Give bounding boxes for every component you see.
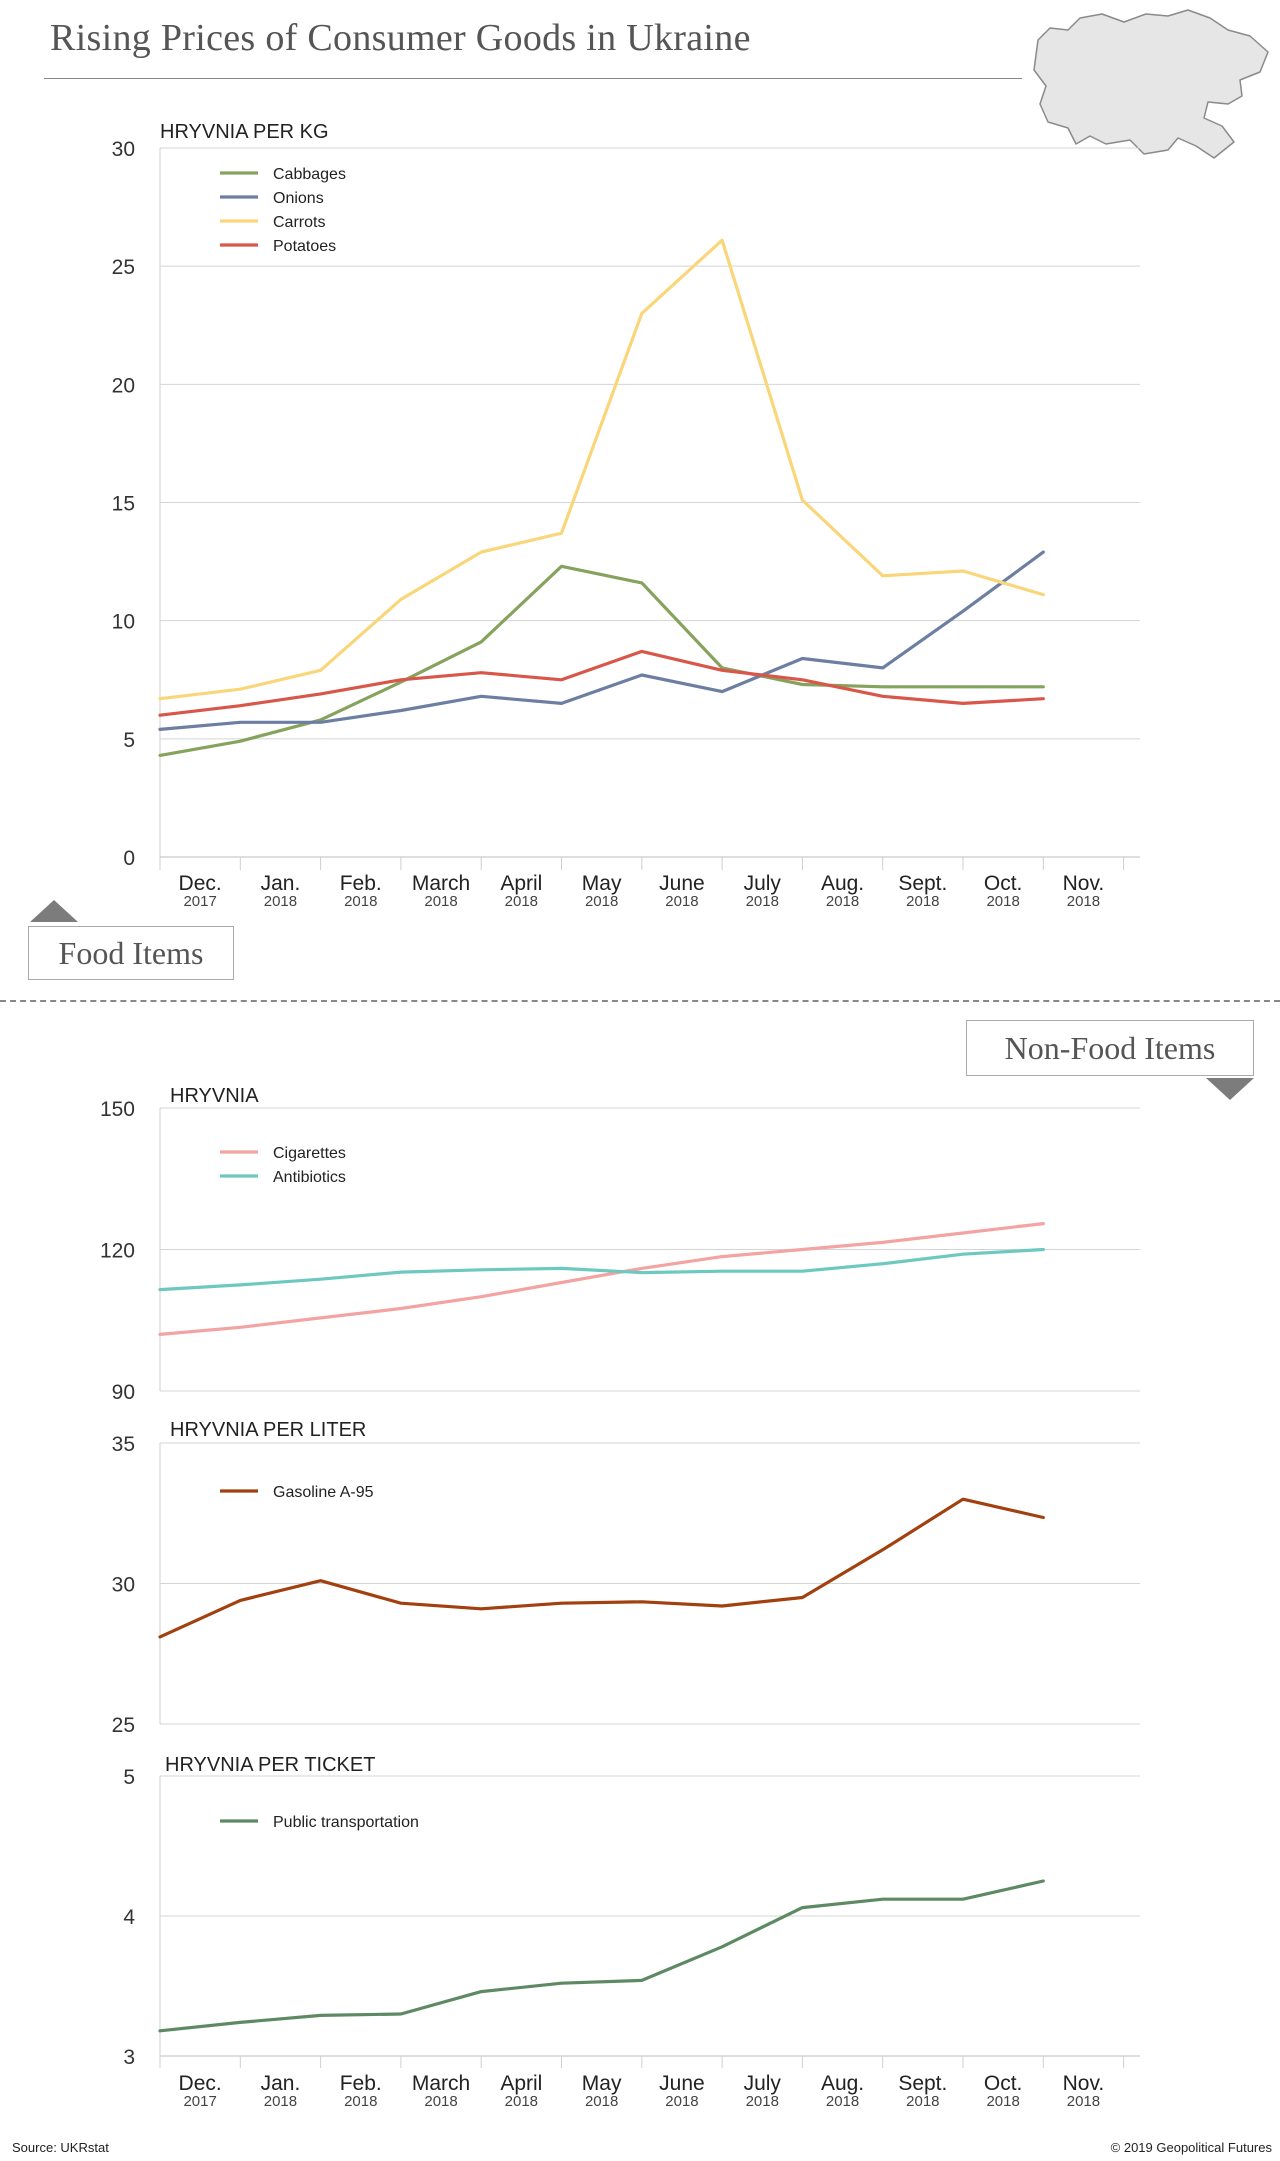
x-year-label: 2018 xyxy=(986,2093,1019,2110)
x-year-label: 2018 xyxy=(585,2093,618,2110)
y-tick-label: 25 xyxy=(112,1714,135,1737)
x-category-label: July xyxy=(744,2072,782,2095)
series-line-cigarettes xyxy=(158,1221,1045,1337)
non-food-items-label: Non-Food Items xyxy=(966,1020,1254,1076)
chart-unit-label: HRYVNIA PER TICKET xyxy=(165,1754,375,1776)
legend-label: Cabbages xyxy=(273,166,346,183)
y-tick-label: 90 xyxy=(112,1381,135,1404)
x-year-label: 2018 xyxy=(665,893,698,910)
x-year-label: 2018 xyxy=(424,2093,457,2110)
y-tick-label: 25 xyxy=(112,256,135,279)
down-arrow-icon xyxy=(1206,1078,1254,1100)
series-line-onions xyxy=(158,550,1045,732)
series-line-cabbages xyxy=(158,564,1045,758)
x-year-label: 2018 xyxy=(826,893,859,910)
x-category-label: Dec. xyxy=(179,2072,222,2095)
source-note: Source: UKRstat xyxy=(12,2140,109,2155)
y-tick-label: 10 xyxy=(112,611,135,634)
ukraine-map-icon xyxy=(1033,9,1269,159)
x-year-label: 2017 xyxy=(183,893,216,910)
x-category-label: Nov. xyxy=(1063,872,1105,895)
x-category-label: April xyxy=(500,2072,542,2095)
y-tick-label: 150 xyxy=(100,1098,135,1121)
legend-label: Cigarettes xyxy=(273,1145,346,1162)
x-category-label: Jan. xyxy=(261,872,301,895)
y-tick-label: 30 xyxy=(112,138,135,161)
y-tick-label: 4 xyxy=(123,1906,135,1929)
series-line-potatoes xyxy=(158,649,1045,717)
legend-label: Carrots xyxy=(273,214,325,231)
x-category-label: Jan. xyxy=(261,2072,301,2095)
chart-unit-label: HRYVNIA PER KG xyxy=(160,121,329,143)
x-year-label: 2017 xyxy=(183,2093,216,2110)
legend-label: Potatoes xyxy=(273,238,336,255)
section-divider xyxy=(0,1000,1280,1002)
y-tick-label: 120 xyxy=(100,1240,135,1263)
title-rule xyxy=(44,78,1022,79)
x-category-label: June xyxy=(659,872,705,895)
copyright-note: © 2019 Geopolitical Futures xyxy=(1110,2140,1272,2155)
x-category-label: Nov. xyxy=(1063,2072,1105,2095)
x-year-label: 2018 xyxy=(986,893,1019,910)
x-year-label: 2018 xyxy=(344,893,377,910)
y-tick-label: 5 xyxy=(123,729,135,752)
legend-label: Antibiotics xyxy=(273,1169,346,1186)
x-category-label: Dec. xyxy=(179,872,222,895)
x-year-label: 2018 xyxy=(746,2093,779,2110)
x-category-label: Sept. xyxy=(898,872,947,895)
x-category-label: April xyxy=(500,872,542,895)
legend-label: Gasoline A-95 xyxy=(273,1484,374,1501)
series-line-gasoline-a-95 xyxy=(158,1497,1045,1639)
x-year-label: 2018 xyxy=(585,893,618,910)
y-tick-label: 5 xyxy=(123,1766,135,1789)
x-year-label: 2018 xyxy=(505,893,538,910)
y-tick-label: 3 xyxy=(123,2046,135,2069)
x-category-label: May xyxy=(582,872,622,895)
x-year-label: 2018 xyxy=(1067,893,1100,910)
x-category-label: Aug. xyxy=(821,872,864,895)
x-category-label: Oct. xyxy=(984,872,1023,895)
x-category-label: June xyxy=(659,2072,705,2095)
legend-label: Public transportation xyxy=(273,1814,419,1831)
legend-label: Onions xyxy=(273,190,324,207)
x-category-label: March xyxy=(412,2072,470,2095)
series-line-public-transportation xyxy=(158,1879,1045,2033)
x-year-label: 2018 xyxy=(264,893,297,910)
x-year-label: 2018 xyxy=(344,2093,377,2110)
chart-unit-label: HRYVNIA PER LITER xyxy=(170,1419,366,1441)
x-year-label: 2018 xyxy=(906,893,939,910)
y-tick-label: 30 xyxy=(112,1574,135,1597)
x-year-label: 2018 xyxy=(746,893,779,910)
x-year-label: 2018 xyxy=(906,2093,939,2110)
y-tick-label: 35 xyxy=(112,1433,135,1456)
y-tick-label: 15 xyxy=(112,493,135,516)
chart-unit-label: HRYVNIA xyxy=(170,1085,259,1107)
x-category-label: Aug. xyxy=(821,2072,864,2095)
up-arrow-icon xyxy=(30,900,78,922)
food-items-label: Food Items xyxy=(28,926,234,980)
y-tick-label: 20 xyxy=(112,374,135,397)
series-line-carrots xyxy=(158,238,1045,701)
x-year-label: 2018 xyxy=(665,2093,698,2110)
x-category-label: March xyxy=(412,872,470,895)
x-category-label: May xyxy=(582,2072,622,2095)
x-year-label: 2018 xyxy=(1067,2093,1100,2110)
page-title: Rising Prices of Consumer Goods in Ukrai… xyxy=(50,17,751,59)
series-line-antibiotics xyxy=(158,1247,1045,1292)
x-category-label: Oct. xyxy=(984,2072,1023,2095)
y-tick-label: 0 xyxy=(123,847,135,870)
x-category-label: Feb. xyxy=(340,2072,382,2095)
x-year-label: 2018 xyxy=(264,2093,297,2110)
x-year-label: 2018 xyxy=(505,2093,538,2110)
x-category-label: Sept. xyxy=(898,2072,947,2095)
x-category-label: Feb. xyxy=(340,872,382,895)
x-year-label: 2018 xyxy=(826,2093,859,2110)
x-category-label: July xyxy=(744,872,782,895)
x-year-label: 2018 xyxy=(424,893,457,910)
